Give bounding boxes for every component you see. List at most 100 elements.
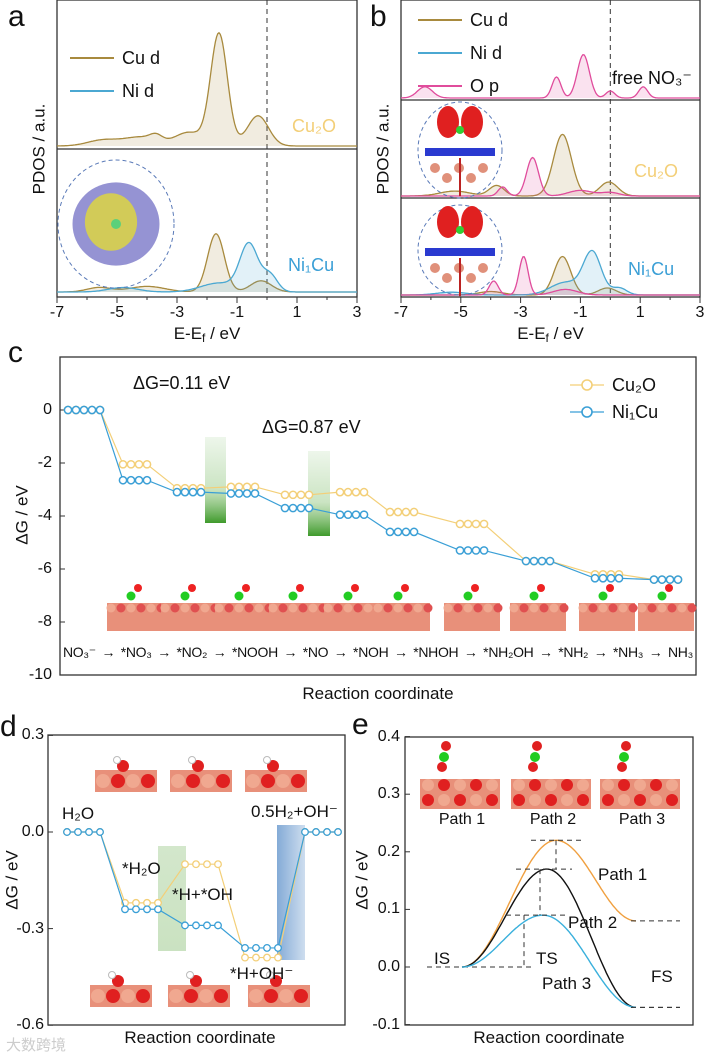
inset-charge-density-a-atom <box>111 219 121 229</box>
adsorbate-atom <box>463 591 473 601</box>
slab-atom <box>403 603 413 613</box>
data-point <box>63 405 73 415</box>
slab-atom <box>111 774 125 788</box>
y-tick-label: 0.2 <box>377 842 400 860</box>
y-tick-label: 0.3 <box>377 785 400 803</box>
slab-atom <box>246 774 260 788</box>
slab-atom <box>602 779 614 791</box>
data-point <box>263 953 271 962</box>
data-point <box>590 573 600 583</box>
slab-atom <box>650 794 662 806</box>
adsorbate-atom <box>270 975 282 987</box>
adsorbate-atom <box>296 584 304 592</box>
data-point <box>521 556 531 566</box>
slab-atom <box>244 603 254 613</box>
energy-profile-path-1 <box>461 839 636 968</box>
slab-atom <box>190 603 200 613</box>
adsorbate-atom <box>113 756 121 764</box>
inset-charge-density-b-ni1cu-atom <box>478 263 488 273</box>
slab-atom <box>121 989 135 1003</box>
plot-frame-d <box>47 734 346 1026</box>
slab-atom <box>291 774 305 788</box>
adsorbate-atom <box>263 756 271 764</box>
barrier-highlight-bar <box>205 437 226 523</box>
slab-atom <box>687 603 697 613</box>
slab-atom <box>438 779 450 791</box>
y-tick-label: -0.1 <box>372 1015 400 1033</box>
slab-atom <box>618 603 628 613</box>
x-tick-label: -7 <box>393 304 409 321</box>
inset-charge-density-a-border <box>57 159 175 289</box>
adsorbate-atom <box>606 584 614 592</box>
slab-atom <box>264 989 278 1003</box>
data-point <box>118 475 128 485</box>
inset-charge-density-b-ni1cu-atom <box>430 263 440 273</box>
slab-atom <box>486 779 498 791</box>
slab-atom <box>577 779 589 791</box>
slab-atom <box>201 774 215 788</box>
adsorbate-atom <box>621 741 631 751</box>
plot-frame-e <box>404 736 694 1026</box>
data-point <box>188 487 198 497</box>
adsorbate-atom <box>537 584 545 592</box>
inset-charge-density-b-ni1cu-orbital <box>425 248 495 256</box>
inset-charge-density-b-ni1cu-orbital <box>461 206 483 238</box>
data-point <box>143 898 151 907</box>
x-tick-label: -5 <box>109 304 125 321</box>
slab-atom <box>224 603 234 613</box>
slab-atom <box>618 794 630 806</box>
x-tick-label: 3 <box>352 304 362 321</box>
data-point <box>203 921 211 930</box>
slab-atom <box>602 794 614 806</box>
inset-charge-density-b-ni1cu-atom <box>456 226 464 234</box>
slab-atom <box>200 603 210 613</box>
path-label: Path 3 <box>542 974 592 993</box>
slab-atom <box>126 603 136 613</box>
slab-atom <box>171 774 185 788</box>
legend-label: Ni d <box>122 81 155 101</box>
slab-atom <box>561 794 573 806</box>
slab-atom <box>254 603 264 613</box>
slab-atom <box>545 779 557 791</box>
data-point <box>241 943 249 952</box>
data-point <box>335 487 345 497</box>
adsorbate-atom <box>529 591 539 601</box>
adsorbate-atom <box>242 584 250 592</box>
x-tick-label: -5 <box>453 304 468 321</box>
slab-atom <box>519 603 529 613</box>
reaction-step-label: NO₃⁻ <box>63 644 96 660</box>
adsorbate-atom <box>471 584 479 592</box>
adsorbate-atom <box>126 591 136 601</box>
series-line-Ni₁Cu <box>67 831 338 949</box>
adsorbate-atom <box>266 971 274 979</box>
y-tick-label: 0 <box>43 401 52 418</box>
slab-atom <box>650 779 662 791</box>
slab-atom <box>413 603 423 613</box>
data-point <box>304 490 314 500</box>
data-point <box>334 828 342 836</box>
slab-atom <box>261 774 275 788</box>
slab-atom <box>180 603 190 613</box>
data-point <box>351 487 361 497</box>
slab-atom <box>618 779 630 791</box>
slab-atom <box>91 989 105 1003</box>
y-axis-label: PDOS / a.u. <box>29 103 49 194</box>
slab-atom <box>666 779 678 791</box>
slab-atom <box>513 794 525 806</box>
y-axis-label: ΔG / eV <box>352 850 372 910</box>
watermark: 大数跨境 <box>6 1037 67 1053</box>
y-tick-label: -4 <box>37 507 52 524</box>
data-point <box>529 556 539 566</box>
x-axis-label: Reaction coordinate <box>302 684 454 703</box>
adsorbate-atom <box>619 752 629 762</box>
legend-label: Cu d <box>470 10 509 30</box>
slab-atom <box>486 794 498 806</box>
y-tick-label: -2 <box>37 454 52 471</box>
adsorbate-atom <box>439 752 449 762</box>
adsorbate-atom <box>186 971 194 979</box>
data-point <box>242 489 252 498</box>
data-point <box>274 943 282 952</box>
data-point <box>409 507 419 517</box>
slab-atom <box>438 794 450 806</box>
data-point <box>471 546 481 555</box>
